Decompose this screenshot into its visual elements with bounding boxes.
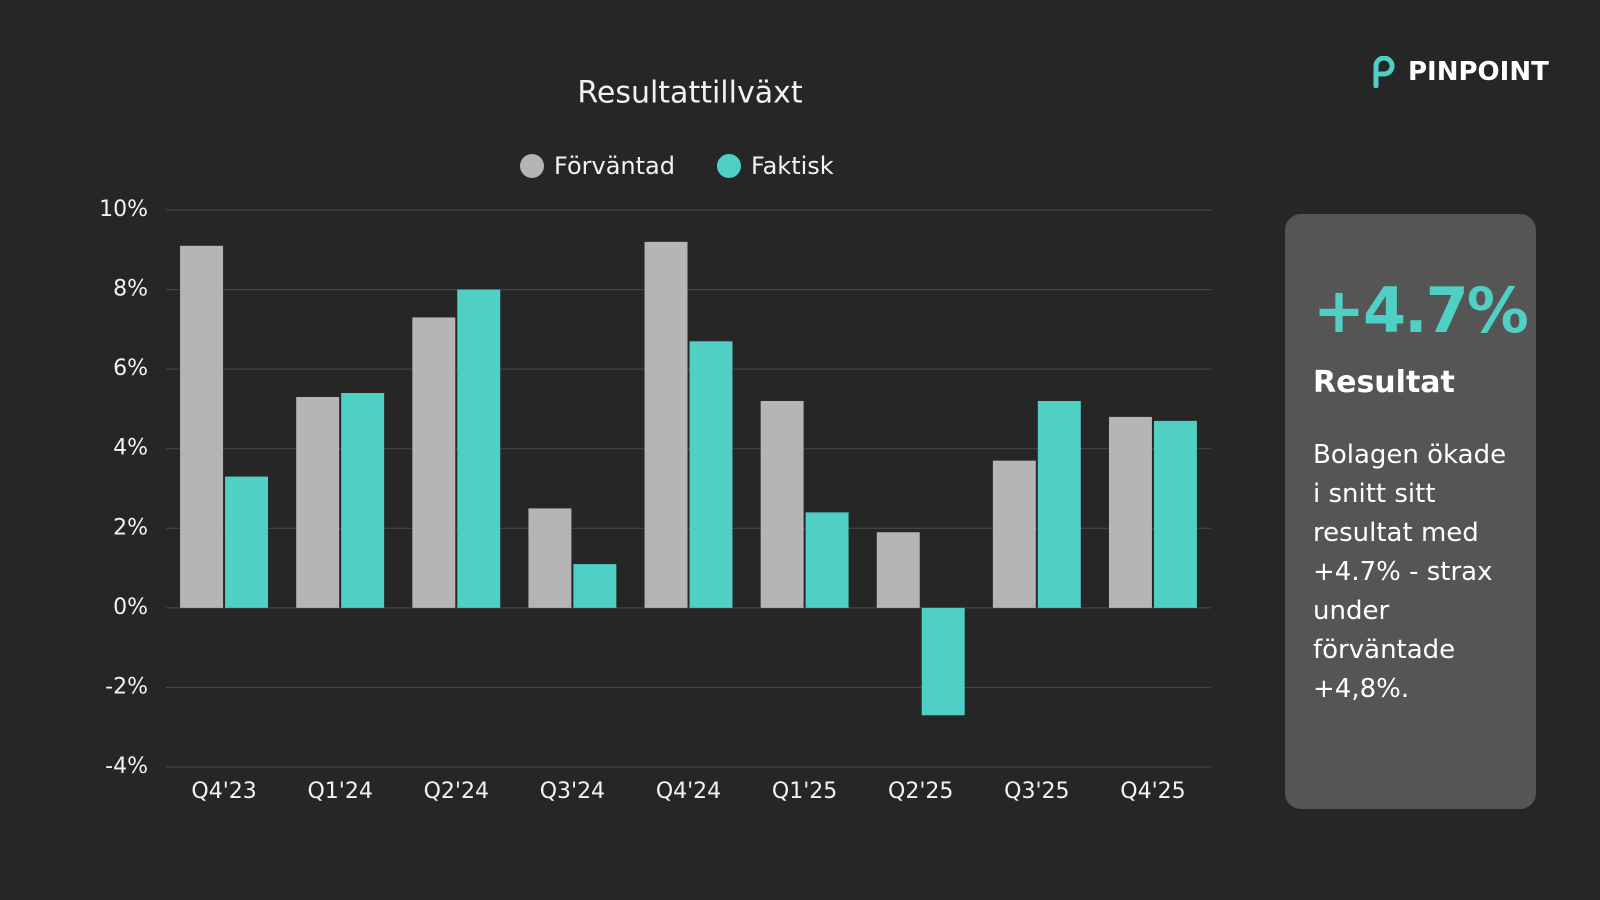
card-text: Bolagen ökade i snitt sitt resultat med …: [1313, 440, 1507, 704]
legend-label: Förväntad: [554, 152, 675, 180]
x-tick-label: Q1'25: [772, 779, 837, 804]
bar: [805, 512, 849, 608]
legend-swatch: [716, 154, 741, 178]
logo-icon: [1373, 56, 1395, 88]
x-tick-label: Q2'24: [424, 779, 489, 804]
bar: [921, 607, 965, 716]
bar: [689, 341, 733, 608]
bar: [412, 317, 456, 608]
x-tick-label: Q3'25: [1004, 779, 1069, 804]
card-title: Resultat: [1313, 365, 1455, 400]
y-tick-label: 0%: [113, 595, 148, 620]
y-tick-label: 2%: [113, 515, 148, 540]
x-tick-label: Q2'25: [888, 779, 953, 804]
x-tick-label: Q4'24: [656, 779, 721, 804]
bar: [1153, 420, 1197, 608]
x-tick-label: Q4'23: [191, 779, 256, 804]
logo: PINPOINT: [1372, 56, 1549, 88]
legend-swatch: [520, 154, 544, 178]
card-value: +4.7%: [1313, 274, 1529, 347]
bar: [1108, 416, 1152, 608]
x-tick-label: Q1'24: [307, 779, 372, 804]
legend-label: Faktisk: [751, 152, 834, 180]
bar: [573, 564, 617, 608]
bar: [341, 393, 385, 608]
y-tick-label: -2%: [105, 674, 148, 699]
bar: [457, 289, 501, 608]
bar: [225, 476, 269, 608]
y-tick-label: 8%: [113, 277, 148, 302]
bar: [296, 396, 340, 608]
bar: [876, 532, 920, 608]
bar: [180, 245, 224, 608]
bar: [528, 508, 572, 608]
bar: [1037, 400, 1081, 608]
bar: [644, 241, 688, 608]
x-tick-label: Q4'25: [1120, 779, 1185, 804]
y-tick-label: 6%: [113, 356, 148, 381]
summary-card: +4.7% Resultat Bolagen ökade i snitt sit…: [1285, 214, 1536, 809]
logo-text: PINPOINT: [1408, 57, 1549, 87]
y-tick-label: -4%: [105, 754, 148, 779]
chart-title: Resultattillväxt: [577, 76, 803, 111]
x-tick-label: Q3'24: [540, 779, 605, 804]
y-tick-label: 4%: [113, 436, 148, 461]
bar: [760, 400, 804, 608]
bar: [992, 460, 1036, 608]
y-tick-label: 10%: [99, 197, 148, 222]
